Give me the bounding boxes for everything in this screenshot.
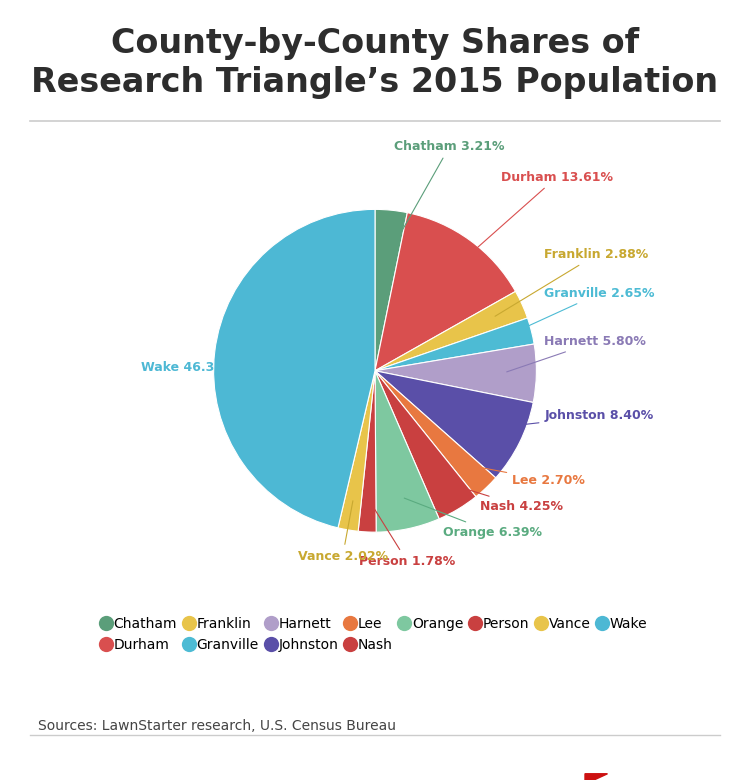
Wedge shape <box>375 370 496 497</box>
Text: Vance 2.02%: Vance 2.02% <box>298 501 388 563</box>
Text: Durham 13.61%: Durham 13.61% <box>443 171 613 278</box>
Wedge shape <box>358 370 376 532</box>
Wedge shape <box>375 292 527 370</box>
Text: Lee 2.70%: Lee 2.70% <box>466 465 585 487</box>
Text: infogr.am: infogr.am <box>612 752 678 765</box>
Polygon shape <box>585 774 608 780</box>
Text: Johnston 8.40%: Johnston 8.40% <box>494 410 654 428</box>
Wedge shape <box>375 209 407 370</box>
Text: Orange 6.39%: Orange 6.39% <box>404 498 542 539</box>
Text: Wake 46.32%: Wake 46.32% <box>141 358 260 374</box>
Wedge shape <box>338 370 375 531</box>
Text: Harnett 5.80%: Harnett 5.80% <box>507 335 646 372</box>
Wedge shape <box>375 370 533 478</box>
Text: Franklin 2.88%: Franklin 2.88% <box>495 248 649 316</box>
Text: Sources: LawnStarter research, U.S. Census Bureau: Sources: LawnStarter research, U.S. Cens… <box>38 719 395 733</box>
Wedge shape <box>375 344 536 402</box>
Wedge shape <box>375 318 534 370</box>
Wedge shape <box>375 370 476 519</box>
Text: Nash 4.25%: Nash 4.25% <box>444 482 563 512</box>
Text: Chatham 3.21%: Chatham 3.21% <box>388 140 505 256</box>
Wedge shape <box>375 213 515 370</box>
Text: County-by-County Shares of
Research Triangle’s 2015 Population: County-by-County Shares of Research Tria… <box>32 27 718 98</box>
Wedge shape <box>375 370 440 532</box>
Wedge shape <box>214 209 375 528</box>
Legend: Chatham, Durham, Franklin, Granville, Harnett, Johnston, Lee, Nash, Orange, Pers: Chatham, Durham, Franklin, Granville, Ha… <box>97 612 653 658</box>
Text: Granville 2.65%: Granville 2.65% <box>503 287 655 338</box>
Text: Person 1.78%: Person 1.78% <box>358 502 455 568</box>
